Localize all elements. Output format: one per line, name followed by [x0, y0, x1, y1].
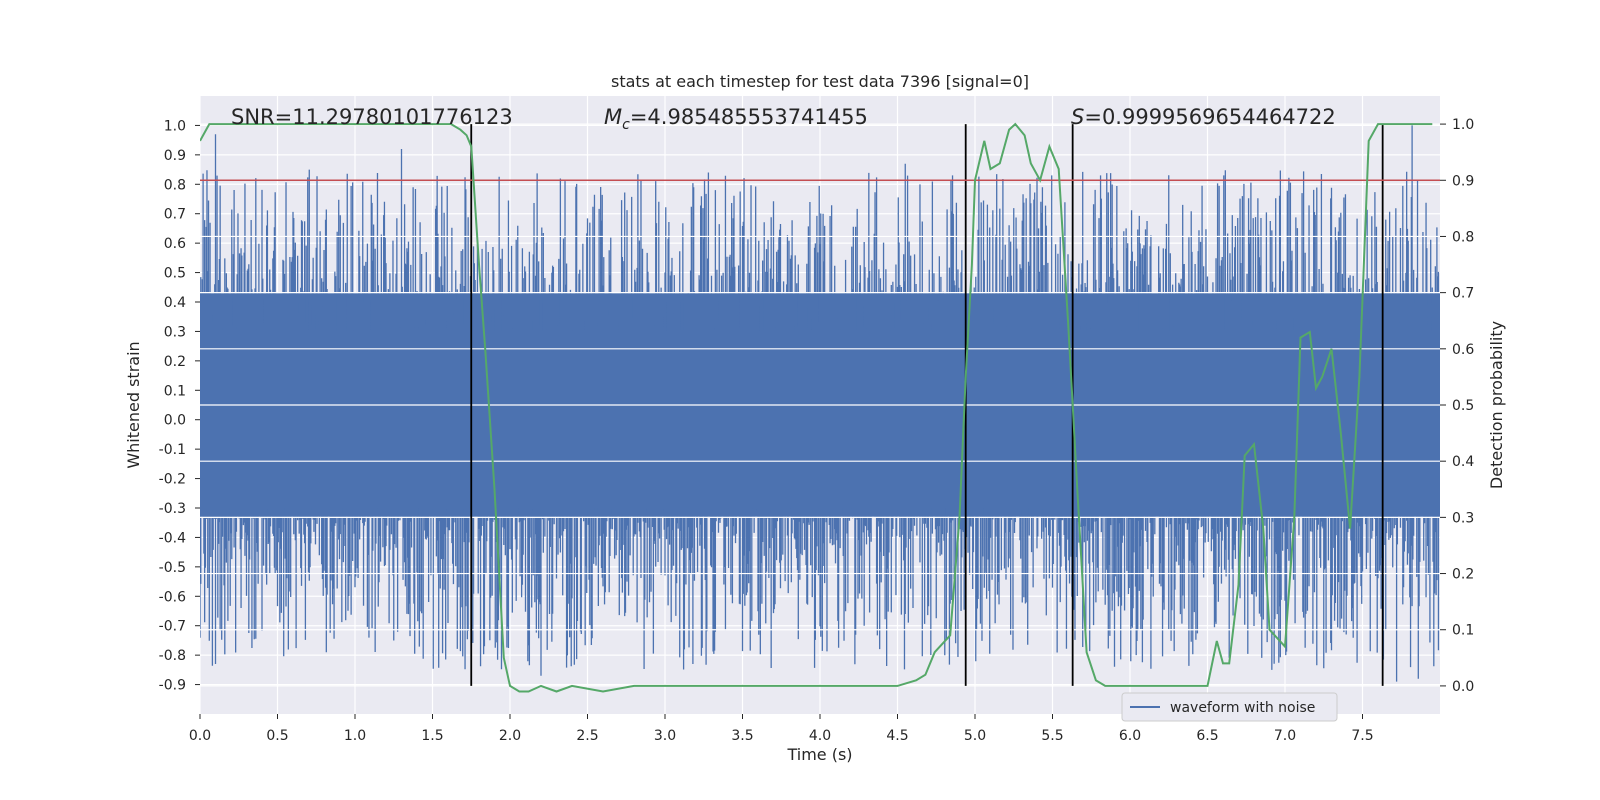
y-right-tick-label: 0.3 — [1452, 510, 1474, 526]
x-axis-ticks: 0.0 0.5 1.0 1.5 2.0 2.5 3.0 3.5 4.0 4.5 5.0 5.5 6.0 6… — [189, 714, 1374, 744]
y-left-tick-label: 0.6 — [164, 236, 186, 252]
y-left-tick-label: 0.7 — [164, 207, 186, 223]
y-left-tick-label: -0.6 — [159, 589, 186, 605]
x-tick-label: 5.0 — [964, 728, 986, 744]
y-right-tick-label: 0.8 — [1452, 229, 1474, 245]
y-axis-left-ticks: 1.0 0.9 0.8 0.7 0.6 0.5 0.4 0.3 0.2 0.1 0.0 -0.1 -0.… — [159, 118, 200, 694]
legend: waveform with noise — [1121, 692, 1338, 722]
s-annotation: S=0.9999569654464722 — [1071, 105, 1336, 129]
legend-box — [1121, 692, 1338, 722]
x-tick-label: 3.0 — [654, 728, 676, 744]
probability-line — [200, 122, 1433, 693]
x-axis-label: Time (s) — [786, 745, 852, 764]
chirp-mass-value: =4.985485553741455 — [630, 105, 868, 129]
y-right-tick-label: 0.2 — [1452, 567, 1474, 583]
x-tick-label: 4.0 — [809, 728, 831, 744]
x-tick-label: 6.5 — [1196, 728, 1218, 744]
s-value: =0.9999569654464722 — [1084, 105, 1335, 129]
y-right-tick-label: 0.0 — [1452, 679, 1474, 695]
y-left-tick-label: 0.2 — [164, 354, 186, 370]
y-right-tick-label: 0.9 — [1452, 173, 1474, 189]
x-tick-label: 2.5 — [576, 728, 598, 744]
y-right-tick-label: 1.0 — [1452, 117, 1474, 133]
x-tick-label: 0.5 — [266, 728, 288, 744]
chirp-mass-subscript: c — [622, 117, 630, 133]
y-left-tick-label: -0.7 — [159, 619, 186, 635]
y-left-tick-label: 0.0 — [164, 413, 186, 429]
y-left-tick-label: 0.3 — [164, 324, 186, 340]
x-tick-label: 6.0 — [1119, 728, 1141, 744]
chirp-mass-symbol: M — [604, 105, 622, 129]
y-right-tick-label: 0.7 — [1452, 286, 1474, 302]
x-tick-label: 2.0 — [499, 728, 521, 744]
x-tick-label: 4.5 — [886, 728, 908, 744]
y-left-tick-label: 0.5 — [164, 266, 186, 282]
probability-series — [200, 122, 1433, 693]
chart-title: stats at each timestep for test data 739… — [611, 72, 1029, 91]
y-axis-right-ticks: 1.0 0.9 0.8 0.7 0.6 0.5 0.4 0.3 0.2 0.1 0.0 — [1440, 117, 1474, 695]
x-tick-label: 3.5 — [731, 728, 753, 744]
y-left-tick-label: 0.4 — [164, 295, 186, 311]
y-left-tick-label: -0.8 — [159, 648, 186, 664]
y-left-tick-label: -0.4 — [159, 530, 186, 546]
y-right-tick-label: 0.6 — [1452, 342, 1474, 358]
y-left-tick-label: 0.8 — [164, 177, 186, 193]
y-left-tick-label: -0.1 — [159, 442, 186, 458]
y-left-tick-label: -0.5 — [159, 560, 186, 576]
x-tick-label: 5.5 — [1041, 728, 1063, 744]
chirp-mass-annotation: Mc=4.985485553741455 — [604, 105, 868, 133]
x-tick-label: 0.0 — [189, 728, 211, 744]
y-left-tick-label: 0.1 — [164, 383, 186, 399]
y-left-tick-label: 1.0 — [164, 118, 186, 134]
y-left-tick-label: -0.2 — [159, 472, 186, 488]
x-tick-label: 1.5 — [421, 728, 443, 744]
legend-label: waveform with noise — [1170, 700, 1315, 716]
y-left-tick-label: -0.9 — [159, 678, 186, 694]
y-axis-left-label: Whitened strain — [124, 341, 143, 468]
y-axis-right-label: Detection probability — [1487, 321, 1506, 489]
x-tick-label: 7.0 — [1274, 728, 1296, 744]
y-left-tick-label: -0.3 — [159, 501, 186, 517]
y-right-tick-label: 0.5 — [1452, 398, 1474, 414]
y-left-tick-label: 0.9 — [164, 148, 186, 164]
snr-annotation: SNR=11.29780101776123 — [231, 105, 513, 129]
x-tick-label: 7.5 — [1351, 728, 1373, 744]
y-right-tick-label: 0.1 — [1452, 623, 1474, 639]
s-symbol: S — [1071, 105, 1084, 129]
x-tick-label: 1.0 — [344, 728, 366, 744]
y-right-tick-label: 0.4 — [1452, 454, 1474, 470]
